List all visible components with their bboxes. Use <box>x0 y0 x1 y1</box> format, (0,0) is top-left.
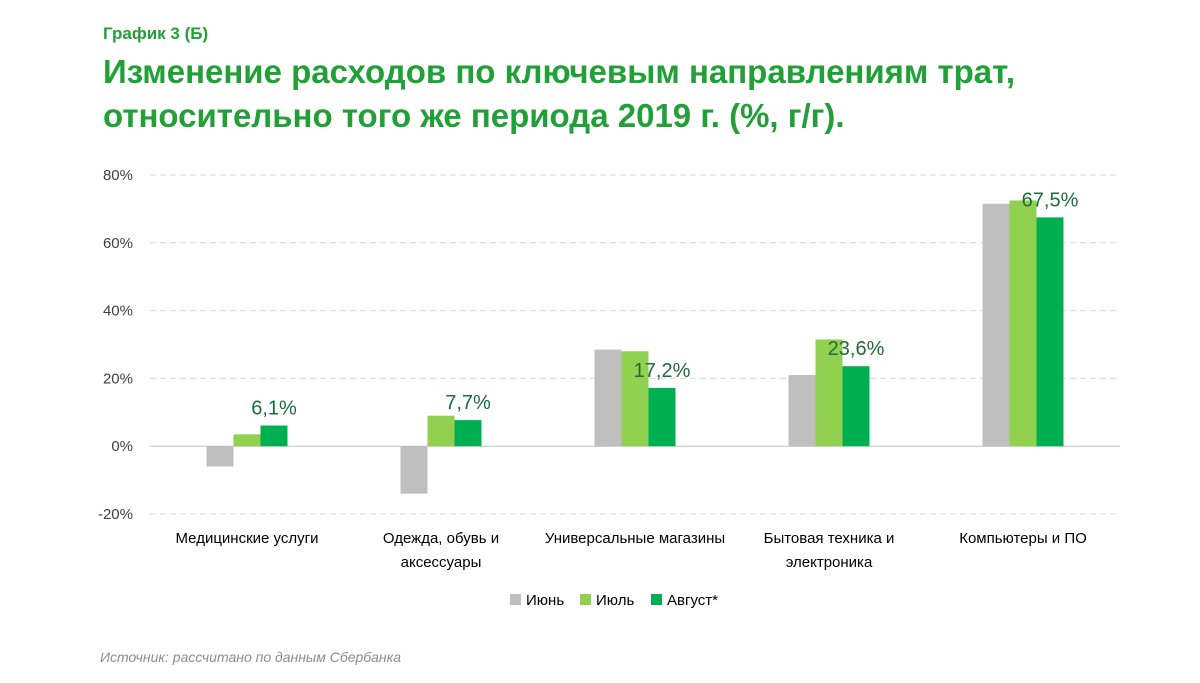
bar-август-0 <box>260 425 288 447</box>
bar-июнь-1 <box>400 446 428 494</box>
y-tick-label: 40% <box>103 303 133 320</box>
bar-август-3 <box>842 366 870 447</box>
legend-swatch <box>510 594 521 605</box>
category-label: аксессуары <box>401 554 482 571</box>
chart-title-line-1: Изменение расходов по ключевым направлен… <box>103 53 1015 90</box>
bar-июль-0 <box>233 434 261 447</box>
data-label: 6,1% <box>251 398 297 420</box>
legend-swatch <box>651 594 662 605</box>
source-note: Источник: рассчитано по данным Сбербанка <box>100 649 402 665</box>
data-label: 23,6% <box>828 338 885 360</box>
data-label: 67,5% <box>1022 189 1079 211</box>
category-label: Универсальные магазины <box>545 530 725 547</box>
data-label: 7,7% <box>445 392 491 414</box>
bar-август-4 <box>1036 217 1064 447</box>
category-label: электроника <box>786 554 873 571</box>
bar-июль-3 <box>815 339 843 447</box>
category-label: Бытовая техника и <box>764 530 895 547</box>
category-label: Компьютеры и ПО <box>959 530 1087 547</box>
bar-июль-1 <box>427 415 455 447</box>
y-tick-label: 20% <box>103 370 133 387</box>
legend-label: Август* <box>667 592 718 609</box>
legend-label: Июнь <box>526 592 564 609</box>
data-label: 17,2% <box>634 360 691 382</box>
bar-июнь-2 <box>594 349 622 447</box>
bar-июнь-3 <box>788 375 816 447</box>
chart-title: Изменение расходов по ключевым направлен… <box>103 50 1163 138</box>
y-tick-label: 0% <box>111 438 133 455</box>
category-label: Медицинские услуги <box>176 530 319 547</box>
bar-август-2 <box>648 387 676 447</box>
y-tick-label: 60% <box>103 235 133 252</box>
bar-июль-4 <box>1009 200 1037 447</box>
category-label: Одежда, обувь и <box>383 530 499 547</box>
bar-август-1 <box>454 420 482 447</box>
bar-июнь-0 <box>206 446 234 467</box>
bar-июнь-4 <box>982 203 1010 447</box>
y-tick-label: 80% <box>103 167 133 184</box>
chart-number-label: График 3 (Б) <box>103 24 209 43</box>
legend-swatch <box>580 594 591 605</box>
y-tick-label: -20% <box>98 506 133 523</box>
legend-label: Июль <box>596 592 634 609</box>
bar-июль-2 <box>621 351 649 447</box>
chart-title-line-2: относительно того же периода 2019 г. (%,… <box>103 97 845 134</box>
